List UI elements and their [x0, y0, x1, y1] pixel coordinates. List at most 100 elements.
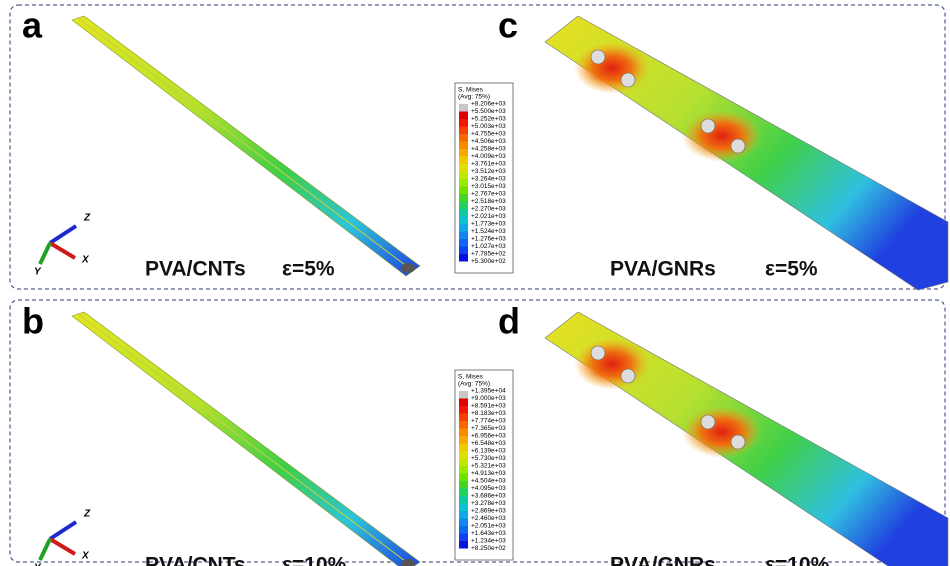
legend-swatch — [459, 519, 468, 527]
notch — [591, 346, 605, 360]
stress-hotspot — [574, 338, 650, 390]
legend-value: +4.504e+03 — [471, 478, 506, 485]
legend-swatch — [459, 436, 468, 444]
caption-material: PVA/GNRs — [610, 554, 716, 566]
legend-value: +5.321e+03 — [471, 463, 506, 470]
legend-value: +8.591e+03 — [471, 403, 506, 410]
notch — [701, 415, 715, 429]
legend-value: +4.506e+03 — [471, 138, 506, 145]
legend-value: +7.785e+02 — [471, 251, 506, 258]
notch — [731, 435, 745, 449]
caption-strain: ε=5% — [765, 258, 818, 281]
legend-value: +1.027e+03 — [471, 243, 506, 250]
legend-value: +3.761e+03 — [471, 161, 506, 168]
legend-swatch — [459, 541, 468, 549]
legend-swatch — [459, 534, 468, 542]
legend-swatch — [459, 157, 468, 165]
legend-swatch — [459, 179, 468, 187]
stress-hotspot — [574, 42, 650, 94]
legend-swatch — [459, 489, 468, 497]
triad-label: X — [81, 551, 90, 562]
legend-value: +5.003e+03 — [471, 123, 506, 130]
axis-x — [50, 539, 75, 554]
cnt-beam — [72, 312, 420, 566]
notch — [591, 50, 605, 64]
legend-swatch — [459, 391, 468, 399]
legend-swatch — [459, 466, 468, 474]
legend-swatch — [459, 481, 468, 489]
legend-value: +1.234e+03 — [471, 538, 506, 545]
stress-hotspot — [682, 406, 762, 458]
legend-swatch — [459, 421, 468, 429]
legend-value: +4.258e+03 — [471, 146, 506, 153]
legend-swatch — [459, 254, 468, 262]
legend-swatch — [459, 134, 468, 142]
legend-swatch — [459, 429, 468, 437]
legend-swatch — [459, 504, 468, 512]
triad-label: Z — [83, 509, 91, 520]
legend-value: +8.183e+03 — [471, 410, 506, 417]
legend-swatch — [459, 444, 468, 452]
legend-swatch — [459, 202, 468, 210]
legend-swatch — [459, 496, 468, 504]
legend-swatch — [459, 119, 468, 127]
panel-label: a — [22, 5, 43, 46]
legend-value: +7.774e+03 — [471, 418, 506, 425]
legend-swatch — [459, 247, 468, 255]
legend-swatch — [459, 209, 468, 217]
legend-swatch — [459, 217, 468, 225]
legend-swatch — [459, 164, 468, 172]
legend-value: +4.009e+03 — [471, 153, 506, 160]
triad-label: Y — [34, 267, 42, 278]
triad-label: Y — [34, 563, 42, 566]
legend-swatch — [459, 194, 468, 202]
panel-label: d — [498, 301, 520, 342]
legend-value: +3.686e+03 — [471, 493, 506, 500]
legend-swatch — [459, 414, 468, 422]
figure: aPVA/CNTsε=5%ZXYcPVA/GNRsε=5%bPVA/CNTsε=… — [0, 0, 950, 566]
legend-swatch — [459, 406, 468, 414]
legend-value: +2.051e+03 — [471, 523, 506, 530]
notch — [621, 73, 635, 87]
legend-value: +4.755e+03 — [471, 131, 506, 138]
axis-z — [50, 226, 76, 243]
legend-value: +3.264e+03 — [471, 176, 506, 183]
legend-value: +2.869e+03 — [471, 508, 506, 515]
legend-swatch — [459, 511, 468, 519]
legend-title: S, Mises — [458, 374, 484, 381]
legend-subtitle: (Avg: 75%) — [458, 94, 490, 101]
legend-value: +1.395e+04 — [471, 388, 506, 395]
legend-value: +2.518e+03 — [471, 198, 506, 205]
legend-subtitle: (Avg: 75%) — [458, 381, 490, 388]
legend-value: +5.300e+02 — [471, 258, 506, 265]
legend-value: +6.956e+03 — [471, 433, 506, 440]
legend-swatch — [459, 187, 468, 195]
legend-value: +2.270e+03 — [471, 206, 506, 213]
notch — [701, 119, 715, 133]
caption-strain: ε=10% — [282, 554, 347, 566]
legend-value: +2.460e+03 — [471, 515, 506, 522]
caption-material: PVA/CNTs — [145, 258, 246, 281]
legend-swatch — [459, 224, 468, 232]
legend-swatch — [459, 459, 468, 467]
legend-value: +3.015e+03 — [471, 183, 506, 190]
beam-end — [401, 263, 415, 273]
legend-swatch — [459, 232, 468, 240]
notch — [731, 139, 745, 153]
legend-swatch — [459, 239, 468, 247]
legend-swatch — [459, 526, 468, 534]
legend-value: +9.000e+03 — [471, 395, 506, 402]
legend-value: +5.730e+03 — [471, 455, 506, 462]
legend-value: +4.913e+03 — [471, 470, 506, 477]
notch — [621, 369, 635, 383]
beam-edge — [78, 18, 413, 271]
legend-swatch — [459, 127, 468, 135]
legend-swatch — [459, 172, 468, 180]
legend-value: +6.548e+03 — [471, 440, 506, 447]
triad-label: X — [81, 255, 90, 266]
legend-title: S, Mises — [458, 87, 484, 94]
legend-value: +3.512e+03 — [471, 168, 506, 175]
legend-swatch — [459, 399, 468, 407]
